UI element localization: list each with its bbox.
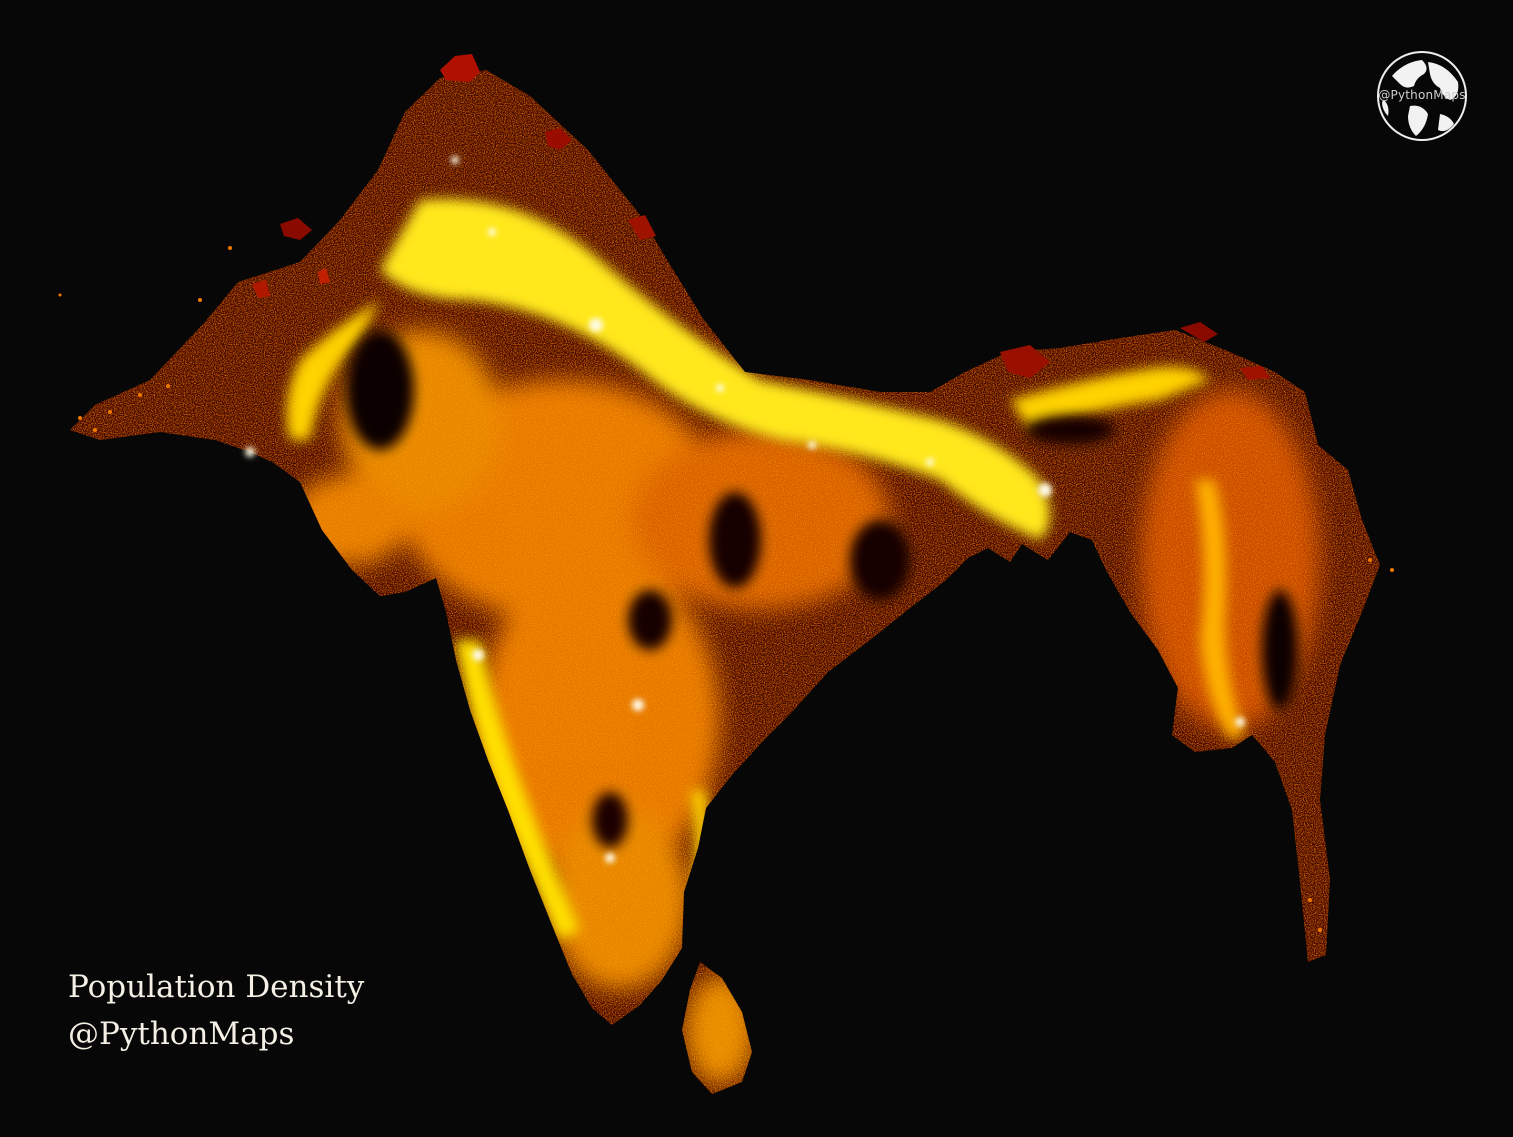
fringe-settlements bbox=[58, 246, 1394, 932]
map-title: Population Density bbox=[68, 969, 365, 1005]
logo-text: @PythonMaps bbox=[1378, 88, 1466, 102]
globe-icon bbox=[1377, 51, 1467, 141]
map-credit: @PythonMaps bbox=[68, 1016, 295, 1052]
map-caption: Population Density @PythonMaps bbox=[68, 964, 364, 1058]
low-density-patches bbox=[346, 330, 1298, 848]
northern-red-regions bbox=[252, 54, 1270, 380]
high-density-belts bbox=[286, 198, 1245, 940]
city-lights bbox=[245, 156, 1245, 863]
